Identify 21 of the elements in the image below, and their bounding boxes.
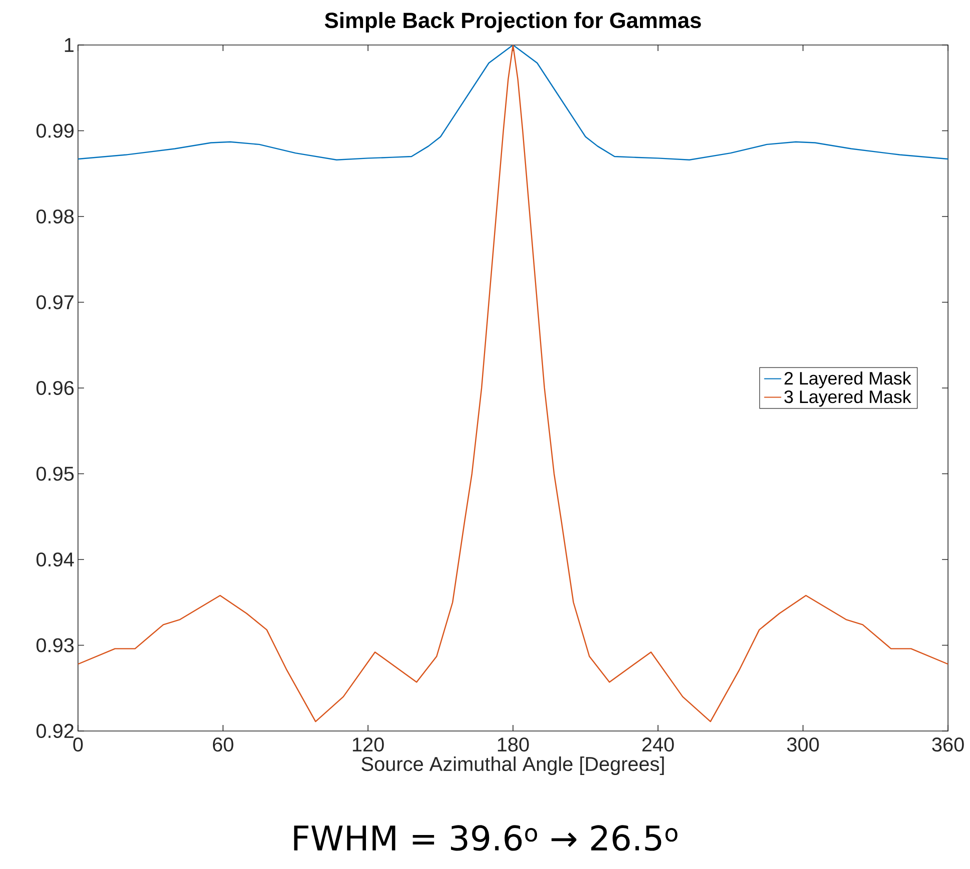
x-tick-label: 180 bbox=[498, 738, 529, 752]
x-tick-label: 360 bbox=[932, 738, 964, 752]
y-tick-label: 0.96 bbox=[36, 380, 74, 396]
y-tick-label: 0.94 bbox=[36, 552, 74, 567]
x-tick-label: 240 bbox=[642, 738, 674, 752]
x-tick-label: 60 bbox=[212, 738, 234, 752]
x-tick-label: 300 bbox=[787, 738, 819, 752]
y-tick-label: 0.95 bbox=[36, 466, 74, 481]
legend-label: 3 Layered Mask bbox=[784, 390, 912, 407]
y-tick-label: 0.92 bbox=[36, 724, 74, 738]
y-tick-label: 0.93 bbox=[36, 638, 74, 652]
x-tick-label: 120 bbox=[352, 738, 384, 752]
y-tick-label: 0.99 bbox=[36, 124, 74, 138]
chart-title: Simple Back Projection for Gammas bbox=[324, 12, 701, 32]
text: FWHM = 39.6$^{o}$ → 26.5$^{o}$ bbox=[294, 825, 678, 851]
y-tick-label: 1 bbox=[64, 38, 74, 52]
x-tick-label: 0 bbox=[73, 738, 83, 752]
y-tick-label: 0.97 bbox=[36, 295, 74, 310]
legend-label: 2 Layered Mask bbox=[784, 372, 912, 388]
y-tick-label: 0.98 bbox=[36, 209, 74, 224]
x-axis-title: Source Azimuthal Angle [Degrees] bbox=[362, 756, 664, 776]
